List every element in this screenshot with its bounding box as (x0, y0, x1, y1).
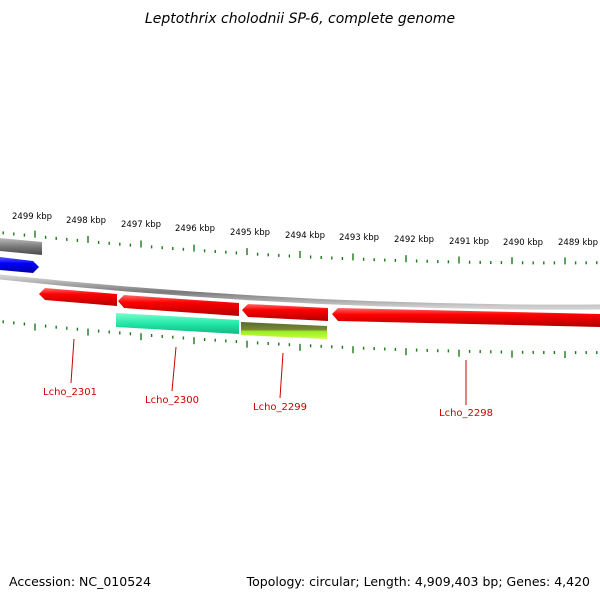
gene-arrow-lcho-2299 (242, 304, 328, 321)
leader-line (171, 346, 177, 392)
teal-feature (116, 313, 239, 334)
scale-label: 2497 kbp (121, 220, 161, 230)
gene-label: Lcho_2298 (439, 408, 493, 419)
gene-label: Lcho_2299 (253, 402, 307, 413)
scale-label: 2498 kbp (66, 216, 106, 226)
gray-feature (0, 238, 42, 255)
gene-label: Lcho_2300 (145, 395, 199, 406)
gene-arrow-lcho-2301 (39, 288, 117, 306)
gene-leaders (70, 338, 467, 405)
leader-line (279, 352, 284, 399)
scale-label: 2495 kbp (230, 228, 270, 238)
scale-label: 2496 kbp (175, 224, 215, 234)
outer-tick-ring (2, 230, 598, 265)
scale-label: 2492 kbp (394, 235, 434, 245)
scale-label: 2499 kbp (12, 212, 52, 222)
gene-label: Lcho_2301 (43, 387, 97, 398)
scale-labels: 2499 kbp 2498 kbp 2497 kbp 2496 kbp 2495… (12, 212, 598, 248)
scale-label: 2489 kbp (558, 238, 598, 248)
accession-text: Accession: NC_010524 (9, 574, 151, 589)
scale-label: 2494 kbp (285, 231, 325, 241)
map-title: Leptothrix cholodnii SP-6, complete geno… (145, 11, 455, 27)
leader-line (70, 338, 75, 384)
scale-label: 2493 kbp (339, 233, 379, 243)
blue-feature (0, 257, 39, 273)
lime-feature (241, 322, 327, 339)
genome-summary-text: Topology: circular; Length: 4,909,403 bp… (246, 574, 590, 589)
gene-arrow-lcho-2300 (118, 295, 239, 316)
gene-labels: Lcho_2301 Lcho_2300 Lcho_2299 Lcho_2298 (43, 387, 493, 419)
gene-arrow-lcho-2298 (332, 308, 600, 327)
scale-label: 2490 kbp (503, 238, 543, 248)
inner-tick-ring (2, 320, 598, 359)
genome-backbone (0, 274, 600, 310)
scale-label: 2491 kbp (449, 237, 489, 247)
